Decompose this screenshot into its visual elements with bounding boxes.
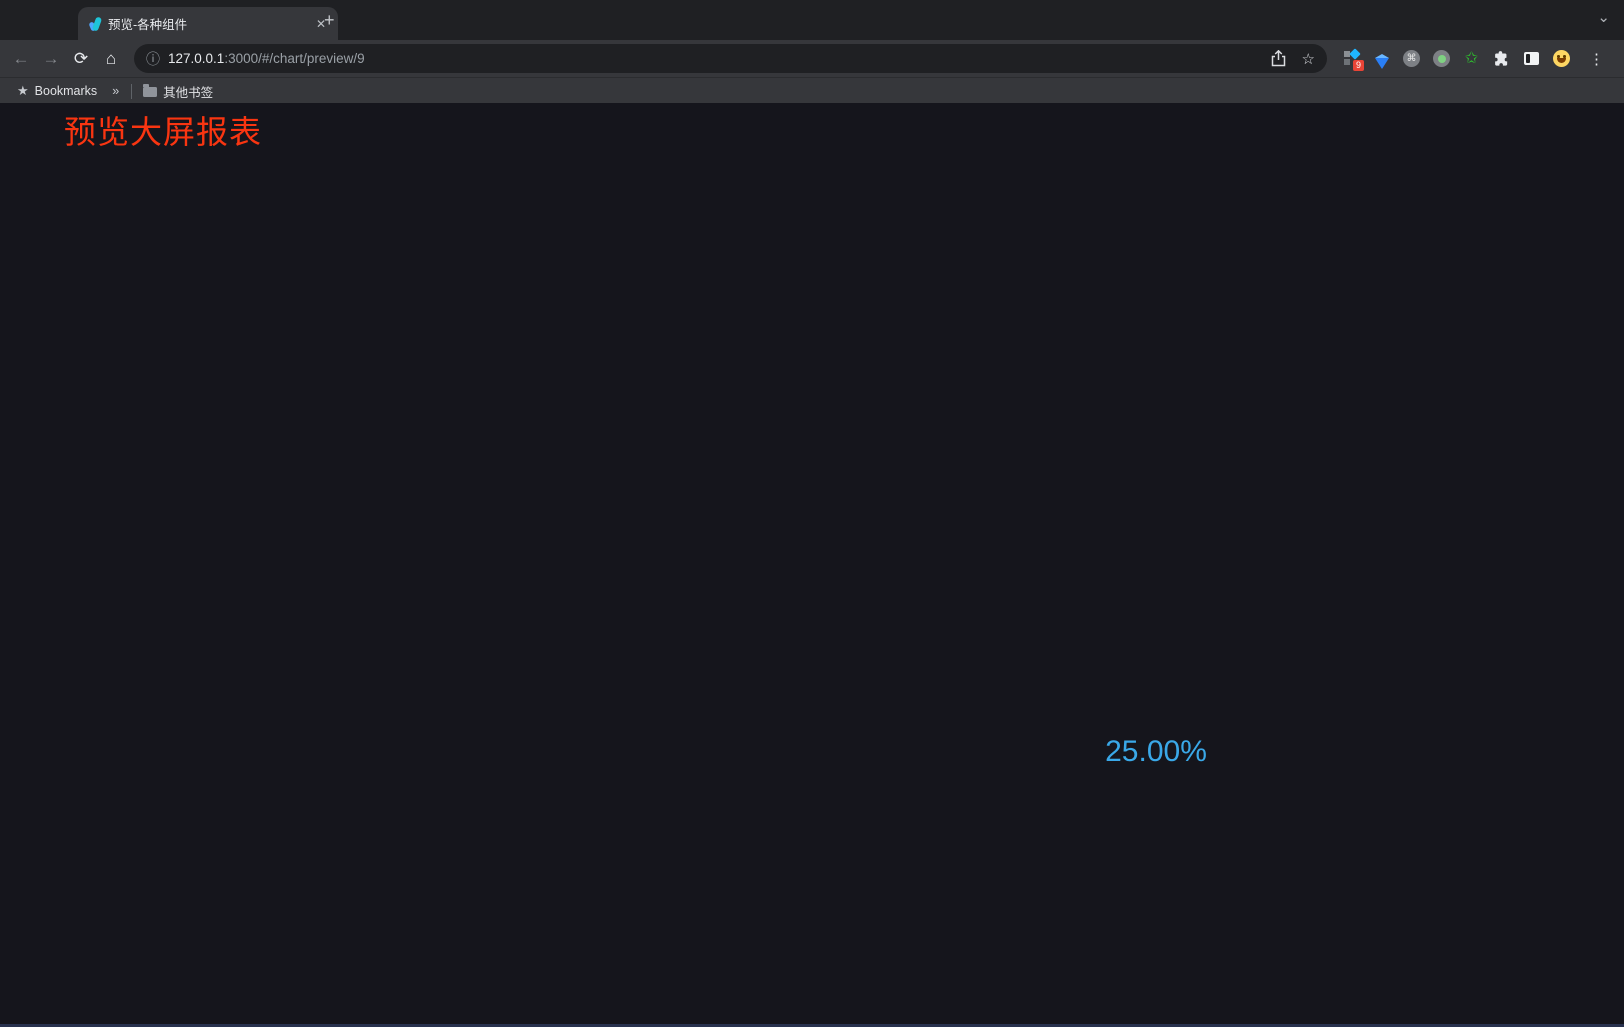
share-icon[interactable] [1271, 50, 1286, 67]
profile-avatar-emoji[interactable] [1553, 50, 1570, 67]
gauge-value-label: 25.00% [1105, 735, 1207, 768]
extension-gem-icon[interactable] [1373, 50, 1390, 69]
browser-toolbar: ← → ⟳ ⌂ ⓘ 127.0.0.1:3000/#/chart/preview… [0, 40, 1624, 77]
tab-close-icon[interactable]: ✕ [315, 16, 326, 31]
line-chart-canvas[interactable] [503, 420, 888, 626]
page-content: 预览大屏报表 [0, 103, 1624, 1024]
site-favicon [88, 16, 103, 32]
bar-chart-canvas[interactable] [40, 169, 425, 355]
area-chart-canvas[interactable] [985, 407, 1360, 597]
bookmarks-divider [131, 83, 133, 99]
bookmarks-overflow-chevron[interactable]: » [112, 84, 120, 98]
chart-legend [40, 425, 425, 445]
window-controls [16, 13, 71, 26]
back-button[interactable]: ← [12, 48, 30, 68]
donut-chart-canvas[interactable] [542, 657, 934, 885]
area-chart-two-series[interactable] [98, 677, 483, 891]
extension-star-icon[interactable]: ✩ [1464, 49, 1479, 67]
grouped-bar-chart[interactable] [40, 147, 425, 359]
progress-list-chart[interactable] [985, 155, 1360, 390]
window-bottom-edge [0, 1024, 1624, 1027]
minimize-window-button[interactable] [37, 13, 50, 26]
tab-strip: 预览-各种组件 ✕ + ⌄ [0, 0, 1624, 40]
tab-title: 预览-各种组件 [108, 18, 188, 32]
extensions-puzzle-icon[interactable] [1493, 50, 1510, 67]
extension-command-icon[interactable]: ⌘ [1403, 50, 1420, 67]
chart-legend [542, 635, 934, 655]
browser-menu-icon[interactable]: ⋮ [1589, 50, 1604, 68]
tab-search-chevron-icon[interactable]: ⌄ [1597, 9, 1610, 26]
extension-badge: 9 [1352, 60, 1364, 71]
extension-tampermonkey-icon[interactable]: 9 [1343, 48, 1364, 71]
area-chart-single[interactable] [985, 385, 1360, 599]
url-text[interactable]: 127.0.0.1:3000/#/chart/preview/9 [168, 51, 365, 66]
maximize-window-button[interactable] [58, 13, 71, 26]
bookmarks-root[interactable]: ★ Bookmarks [17, 83, 98, 98]
chart-legend [40, 147, 425, 167]
close-window-button[interactable] [16, 13, 29, 26]
chart-legend [985, 385, 1360, 405]
bookmark-star-icon[interactable]: ☆ [1301, 50, 1315, 68]
gauge-chart[interactable]: 25.00% [1040, 638, 1275, 868]
hbar-chart-canvas[interactable] [505, 177, 897, 361]
address-bar[interactable]: ⓘ 127.0.0.1:3000/#/chart/preview/9 ☆ [134, 44, 1327, 73]
donut-chart[interactable] [542, 635, 934, 893]
horizontal-bar-chart[interactable] [505, 155, 897, 365]
sidebar-toggle-icon[interactable] [1523, 50, 1540, 67]
chart-legend [505, 155, 897, 175]
line-chart-two-series[interactable] [40, 425, 425, 641]
area-chart-canvas[interactable] [98, 699, 483, 889]
line-chart-canvas[interactable] [40, 447, 425, 637]
browser-tab[interactable]: 预览-各种组件 ✕ [78, 7, 338, 40]
other-bookmarks-folder[interactable]: 其他书签 [136, 82, 220, 101]
extensions-area: 9 ⌘ ✩ ⋮ [1335, 48, 1618, 71]
new-tab-button[interactable]: + [324, 10, 335, 30]
forward-button[interactable]: → [42, 48, 60, 68]
extension-recorder-icon[interactable] [1433, 50, 1450, 67]
star-icon: ★ [17, 83, 29, 98]
page-title: 预览大屏报表 [64, 114, 263, 150]
chart-legend [503, 398, 888, 418]
reload-button[interactable]: ⟳ [73, 48, 89, 68]
bookmarks-bar: ★ Bookmarks » 其他书签 [0, 77, 1624, 104]
gradient-line-chart[interactable] [503, 398, 888, 629]
chart-legend [98, 677, 483, 697]
folder-icon [143, 84, 158, 97]
home-button[interactable]: ⌂ [105, 48, 117, 68]
site-info-icon[interactable]: ⓘ [146, 50, 160, 67]
